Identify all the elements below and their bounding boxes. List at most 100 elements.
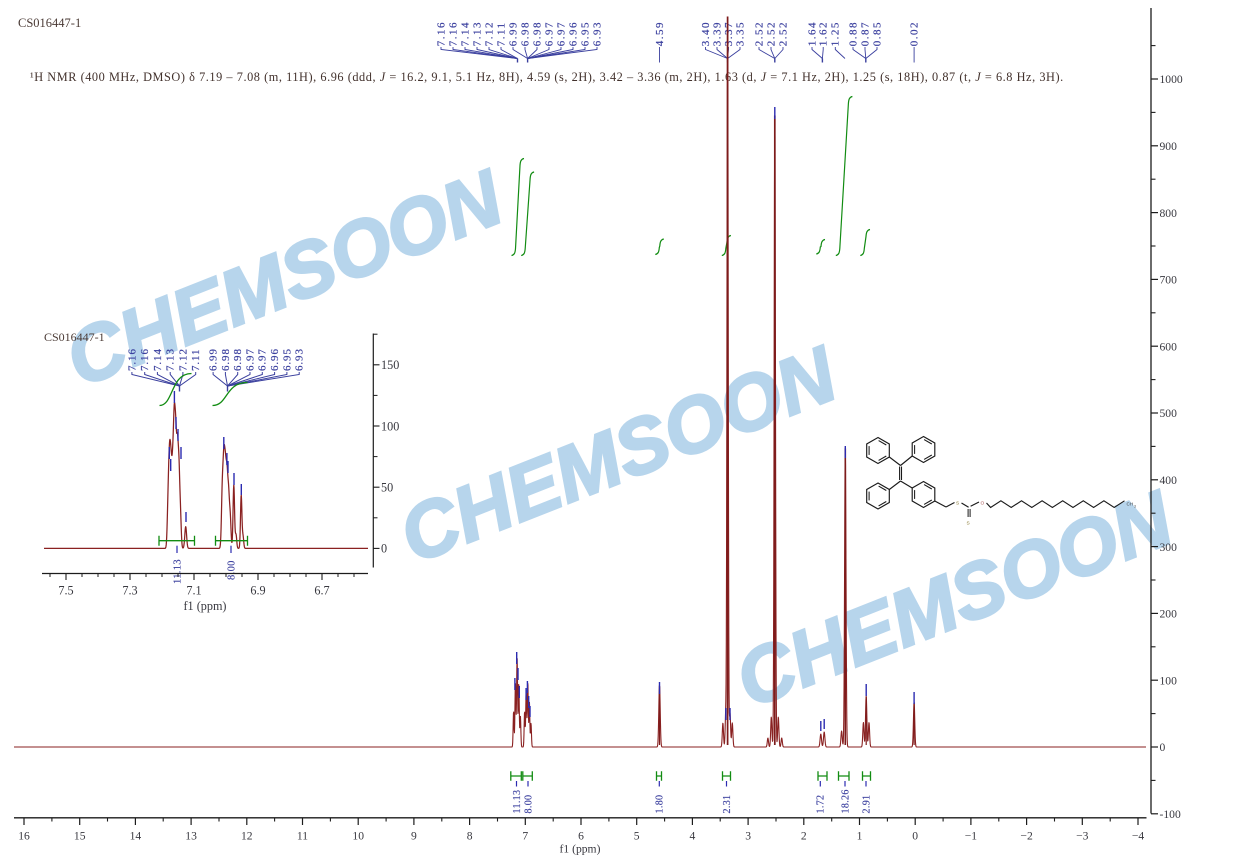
svg-text:CS016447-1: CS016447-1: [18, 16, 81, 30]
svg-text:1.72: 1.72: [816, 795, 827, 814]
svg-text:0: 0: [381, 542, 387, 556]
svg-text:200: 200: [1160, 608, 1178, 621]
svg-text:O: O: [981, 501, 985, 507]
svg-text:3: 3: [1134, 505, 1136, 509]
svg-text:6.7: 6.7: [314, 584, 329, 598]
svg-text:7.14: 7.14: [152, 348, 164, 371]
svg-text:6.97: 6.97: [555, 21, 567, 46]
svg-text:6.95: 6.95: [579, 21, 591, 46]
svg-text:7.11: 7.11: [495, 21, 507, 46]
svg-text:3: 3: [745, 830, 751, 843]
svg-text:7.12: 7.12: [177, 348, 189, 371]
svg-text:15: 15: [74, 830, 86, 843]
svg-text:6.97: 6.97: [543, 21, 555, 46]
svg-text:16: 16: [18, 830, 30, 843]
svg-text:-100: -100: [1160, 808, 1181, 821]
svg-text:8.00: 8.00: [227, 560, 238, 580]
svg-text:4.59: 4.59: [654, 21, 666, 46]
svg-text:CS016447-1: CS016447-1: [44, 330, 105, 344]
svg-text:6.97: 6.97: [244, 348, 256, 371]
svg-text:14: 14: [130, 830, 142, 843]
svg-text:0.87: 0.87: [859, 21, 871, 46]
svg-text:0.85: 0.85: [871, 21, 883, 46]
svg-text:4: 4: [690, 830, 696, 843]
svg-text:7.16: 7.16: [435, 21, 447, 46]
svg-text:3.39: 3.39: [711, 21, 723, 46]
svg-text:6.97: 6.97: [257, 348, 269, 371]
svg-text:7.12: 7.12: [483, 21, 495, 46]
svg-text:7.16: 7.16: [126, 348, 138, 371]
svg-text:7.16: 7.16: [139, 348, 151, 371]
svg-text:0: 0: [1160, 741, 1166, 754]
svg-text:7.13: 7.13: [471, 21, 483, 46]
svg-text:7.16: 7.16: [447, 21, 459, 46]
svg-text:6.96: 6.96: [269, 348, 281, 371]
svg-text:7.14: 7.14: [459, 21, 471, 46]
svg-text:7: 7: [522, 830, 528, 843]
svg-text:18.26: 18.26: [840, 789, 851, 813]
svg-text:150: 150: [381, 358, 399, 372]
svg-text:1.80: 1.80: [655, 795, 666, 814]
svg-text:1.25: 1.25: [830, 21, 842, 46]
svg-text:−1: −1: [965, 830, 978, 843]
svg-text:700: 700: [1160, 274, 1178, 287]
svg-text:6.95: 6.95: [281, 348, 293, 371]
svg-text:f1 (ppm): f1 (ppm): [560, 843, 601, 856]
svg-text:7.1: 7.1: [186, 584, 201, 598]
svg-text:5: 5: [634, 830, 640, 843]
svg-text:6.96: 6.96: [567, 21, 579, 46]
svg-text:2.52: 2.52: [777, 21, 789, 46]
svg-text:0: 0: [912, 830, 918, 843]
svg-text:12: 12: [241, 830, 253, 843]
svg-text:11: 11: [297, 830, 308, 843]
svg-text:−3: −3: [1076, 830, 1089, 843]
svg-text:3.35: 3.35: [734, 21, 746, 46]
svg-text:f1 (ppm): f1 (ppm): [184, 599, 227, 613]
svg-text:6.93: 6.93: [591, 21, 603, 46]
svg-text:13: 13: [185, 830, 197, 843]
svg-text:100: 100: [381, 419, 399, 433]
svg-text:−2: −2: [1020, 830, 1033, 843]
svg-text:11.13: 11.13: [512, 790, 523, 814]
svg-text:2.52: 2.52: [753, 21, 765, 46]
svg-text:6.99: 6.99: [208, 348, 220, 371]
svg-text:6.98: 6.98: [531, 21, 543, 46]
svg-text:1: 1: [857, 830, 863, 843]
svg-text:1000: 1000: [1160, 73, 1183, 86]
svg-text:8.00: 8.00: [523, 795, 534, 814]
svg-text:400: 400: [1160, 474, 1178, 487]
svg-text:600: 600: [1160, 340, 1178, 353]
svg-text:1.62: 1.62: [818, 21, 830, 46]
svg-text:900: 900: [1160, 140, 1178, 153]
svg-text:S: S: [967, 521, 970, 527]
svg-text:7.13: 7.13: [165, 348, 177, 371]
svg-text:800: 800: [1160, 207, 1178, 220]
svg-text:11.13: 11.13: [173, 559, 184, 584]
svg-text:10: 10: [352, 830, 364, 843]
svg-text:500: 500: [1160, 407, 1178, 420]
svg-text:1.64: 1.64: [806, 21, 818, 46]
svg-text:2.91: 2.91: [861, 795, 872, 814]
svg-text:3.37: 3.37: [723, 21, 735, 46]
svg-text:7.3: 7.3: [122, 584, 137, 598]
svg-text:0.02: 0.02: [909, 21, 921, 46]
svg-text:0.88: 0.88: [847, 21, 859, 46]
svg-text:50: 50: [381, 481, 393, 495]
svg-text:6.98: 6.98: [519, 21, 531, 46]
svg-text:¹H NMR (400 MHz, DMSO) δ 7.19: ¹H NMR (400 MHz, DMSO) δ 7.19 – 7.08 (m,…: [30, 70, 1064, 84]
svg-text:2.52: 2.52: [765, 21, 777, 46]
svg-text:6.93: 6.93: [294, 348, 306, 371]
svg-text:7.5: 7.5: [58, 584, 73, 598]
svg-text:3.40: 3.40: [700, 21, 712, 46]
svg-text:8: 8: [467, 830, 473, 843]
svg-text:S: S: [956, 501, 959, 507]
svg-text:CH: CH: [1127, 502, 1134, 507]
svg-text:6.98: 6.98: [220, 348, 232, 371]
svg-text:6.99: 6.99: [507, 21, 519, 46]
svg-text:2.31: 2.31: [722, 795, 733, 814]
svg-text:9: 9: [411, 830, 417, 843]
svg-text:6.9: 6.9: [250, 584, 265, 598]
svg-text:−4: −4: [1132, 830, 1145, 843]
svg-text:7.11: 7.11: [190, 349, 202, 371]
svg-text:100: 100: [1160, 674, 1178, 687]
